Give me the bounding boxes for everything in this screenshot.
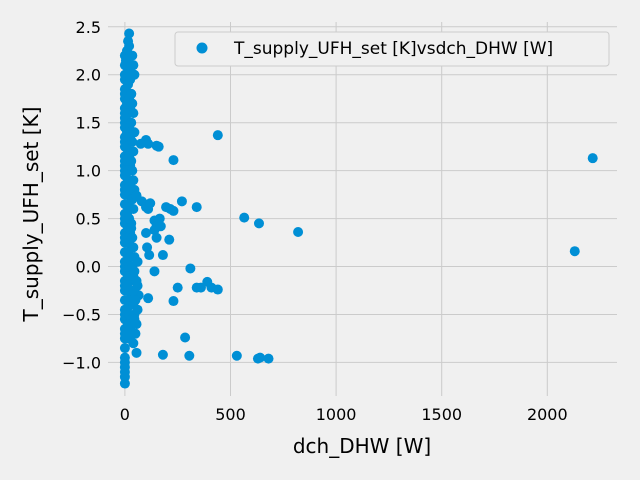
x-tick-label: 1500 <box>421 405 462 424</box>
data-point <box>126 88 137 99</box>
data-point <box>168 155 179 166</box>
data-point <box>127 232 138 243</box>
data-point <box>132 304 143 315</box>
data-point <box>164 234 175 245</box>
data-point <box>119 367 130 378</box>
data-point <box>212 284 223 295</box>
data-point <box>195 282 206 293</box>
data-point <box>127 98 138 109</box>
y-tick-label: 2.0 <box>76 66 101 85</box>
y-tick-label: 1.5 <box>76 114 101 133</box>
x-tick-label: 1000 <box>316 405 357 424</box>
data-point <box>231 350 242 361</box>
data-point <box>124 28 135 39</box>
x-tick-label: 2000 <box>527 405 568 424</box>
data-point <box>130 328 141 339</box>
y-tick-label: −1.0 <box>62 353 101 372</box>
data-point <box>131 275 142 286</box>
data-point <box>129 314 140 325</box>
data-point <box>128 242 139 253</box>
data-point <box>293 227 304 238</box>
data-point <box>119 378 130 389</box>
data-point <box>132 256 143 267</box>
data-point <box>129 69 140 80</box>
data-point <box>157 250 168 261</box>
x-tick-label: 0 <box>120 405 130 424</box>
data-point <box>145 198 156 209</box>
data-point <box>154 213 165 224</box>
data-point <box>126 156 137 167</box>
data-point <box>143 293 154 304</box>
data-point <box>142 242 153 253</box>
data-point <box>157 349 168 360</box>
data-point <box>149 266 160 277</box>
data-point <box>155 221 166 232</box>
data-point <box>119 343 130 354</box>
legend: T_supply_UFH_set [K]vsdch_DHW [W] <box>174 31 610 67</box>
data-point <box>128 338 139 349</box>
data-point <box>153 141 164 152</box>
data-point <box>184 350 195 361</box>
data-point <box>151 232 162 243</box>
y-tick-labels: −1.0 −0.5 0.0 0.5 1.0 1.5 2.0 2.5 <box>62 18 101 373</box>
y-tick-label: 2.5 <box>76 18 101 37</box>
grid <box>108 22 617 396</box>
data-point <box>141 227 152 238</box>
data-point <box>180 332 191 343</box>
data-point <box>135 138 146 149</box>
data-point <box>129 266 140 277</box>
data-point <box>176 196 187 207</box>
data-point <box>127 165 138 176</box>
x-tick-label: 500 <box>215 405 246 424</box>
y-tick-label: −0.5 <box>62 305 101 324</box>
data-point <box>127 136 138 147</box>
data-point <box>128 175 139 186</box>
data-points <box>119 28 598 389</box>
data-point <box>119 357 130 368</box>
data-point <box>185 263 196 274</box>
y-tick-label: 0.0 <box>76 258 101 277</box>
data-point <box>130 295 141 306</box>
data-point <box>172 282 183 293</box>
data-point <box>569 246 580 257</box>
data-point <box>128 60 139 71</box>
data-point <box>129 127 140 138</box>
y-axis-label: T_supply_UFH_set [K] <box>19 107 43 323</box>
data-point <box>212 130 223 141</box>
data-point <box>168 205 179 216</box>
data-point <box>587 153 598 164</box>
x-tick-labels: 0 500 1000 1500 2000 <box>120 405 568 424</box>
data-point <box>168 296 179 307</box>
y-tick-label: 1.0 <box>76 162 101 181</box>
data-point <box>144 250 155 261</box>
data-point <box>255 352 266 363</box>
data-point <box>128 285 139 296</box>
data-point <box>239 212 250 223</box>
data-point <box>128 146 139 157</box>
data-point <box>128 204 139 214</box>
legend-box <box>174 31 610 67</box>
legend-label: T_supply_UFH_set [K]vsdch_DHW [W] <box>233 39 553 59</box>
x-axis-label: dch_DHW [W] <box>293 434 431 458</box>
data-point <box>128 108 139 119</box>
data-point <box>126 223 137 234</box>
data-point <box>131 347 142 358</box>
y-tick-label: 0.5 <box>76 210 101 229</box>
data-point <box>127 50 138 61</box>
data-point <box>143 138 154 149</box>
data-point <box>254 218 265 229</box>
data-point <box>191 202 202 213</box>
data-point <box>263 353 274 364</box>
legend-marker <box>196 42 208 54</box>
